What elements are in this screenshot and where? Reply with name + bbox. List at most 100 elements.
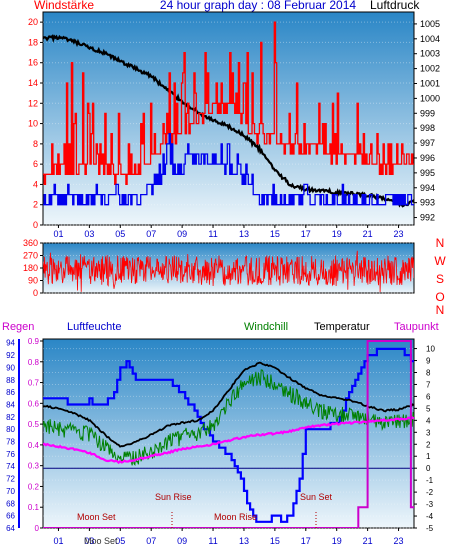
humidity-tick-label: 86 [6,388,15,397]
temperature-humidity-panel: Sun Rise Sun Set Moon Set Moon Rise 64 6 6… [6,337,435,546]
direction-tick-label: 270 [23,251,38,261]
x-tick-label: 05 [115,229,125,239]
humidity-axis: 64 66 68 70 72 74 76 78 80 82 84 86 88 90 92 94 [6,339,20,533]
temp-tick-label: 2 [426,440,431,449]
compass-letter: N [436,303,445,317]
temperature-axis: -5 -4 -3 -2 -1 0 1 2 3 4 5 6 7 8 9 10 [414,345,435,533]
temp-tick-label: 3 [426,428,431,437]
panel3-time-axis: 01 03 05 07 09 11 13 15 17 19 21 23 [53,528,404,546]
luftdruck-label: Luftdruck [370,0,420,12]
x-tick-label: 23 [394,536,404,546]
taupunkt-label: Taupunkt [394,321,439,333]
moon-set-label: Moon Set [77,512,116,522]
humidity-series [43,347,414,523]
direction-tick-label: 0 [33,288,38,298]
rain-tick-label: 0.2 [28,482,40,491]
wind-tick-label: 2 [33,200,38,210]
windchill-series [43,369,414,466]
temp-tick-label: -3 [426,500,434,509]
rain-tick-label: 0.5 [28,420,40,429]
humidity-tick-label: 68 [6,499,15,508]
x-tick-label: 23 [394,229,404,239]
temperature-series [43,361,414,448]
temp-tick-label: 4 [426,416,431,425]
compass-letter: O [435,290,444,304]
pressure-tick-label: 996 [420,153,435,163]
rain-axis: 0 0.1 0.2 0.3 0.4 0.5 0.6 0.7 0.8 0.9 [28,337,43,533]
rain-tick-label: 0.8 [28,358,40,367]
panel2-series [43,250,414,293]
rain-tick-label: 0.3 [28,462,40,471]
rain-tick-label: 0.4 [28,441,40,450]
humidity-tick-label: 72 [6,475,15,484]
pressure-tick-label: 1004 [420,34,440,44]
sun-rise-label: Sun Rise [155,492,192,502]
x-tick-label: 21 [363,536,373,546]
rain-tick-label: 0 [35,524,40,533]
humidity-tick-label: 80 [6,425,15,434]
moon-rise-label: Moon Rise [214,512,257,522]
pressure-tick-label: 994 [420,183,435,193]
chart-title: 24 hour graph day : 08 Februar 2014 [160,0,356,12]
wind-tick-label: 18 [28,37,38,47]
humidity-tick-label: 84 [6,400,15,409]
rain-tick-label: 0.6 [28,399,40,408]
panel3-background [42,338,415,529]
humidity-tick-label: 88 [6,376,15,385]
x-tick-label: 13 [239,536,249,546]
x-tick-label: 01 [53,229,63,239]
x-tick-label: 11 [208,536,217,546]
pressure-tick-label: 1001 [420,78,440,88]
temp-tick-label: -5 [426,524,434,533]
x-tick-label: 15 [270,536,280,546]
temp-tick-label: -2 [426,488,434,497]
direction-tick-label: 90 [28,276,38,286]
x-tick-label: 07 [146,536,156,546]
temp-tick-label: -1 [426,476,434,485]
panel1-series [43,21,414,208]
pressure-tick-label: 992 [420,213,435,223]
x-tick-label: 13 [239,229,249,239]
pressure-series [43,34,414,208]
wind-tick-label: 20 [28,17,38,27]
temp-tick-label: 0 [426,464,431,473]
panel3-series [43,340,414,528]
x-tick-label: 17 [301,229,311,239]
wind-tick-label: 0 [33,220,38,230]
wind-tick-label: 4 [33,179,38,189]
direction-tick-label: 180 [23,263,38,273]
windchill-label: Windchill [244,321,288,333]
humidity-tick-label: 74 [6,462,15,471]
regen-label: Regen [2,321,34,333]
wind-tick-label: 16 [28,58,38,68]
wind-tick-label: 12 [28,98,38,108]
temp-tick-label: -4 [426,512,434,521]
pressure-tick-label: 993 [420,198,435,208]
temp-tick-label: 1 [426,452,431,461]
dewpoint-series [43,416,414,465]
rain-series [43,340,414,528]
temperatur-label: Temperatur [314,321,370,333]
temp-tick-label: 9 [426,357,431,366]
pressure-tick-label: 1000 [420,93,440,103]
humidity-tick-label: 90 [6,363,15,372]
x-tick-label: 07 [146,229,156,239]
pressure-axis: 992 993 994 995 996 997 998 999 1000 1001 1002 1003… [414,19,440,223]
rain-tick-label: 0.9 [28,337,40,346]
temp-tick-label: 8 [426,368,431,377]
wind-tick-label: 14 [28,78,38,88]
pressure-tick-label: 1005 [420,19,440,29]
temp-tick-label: 10 [426,345,435,354]
humidity-tick-label: 78 [6,438,15,447]
temp-tick-label: 6 [426,392,431,401]
windstaerke-label: Windstärke [34,0,94,12]
humidity-tick-label: 64 [6,524,15,533]
x-tick-label: 03 [84,229,94,239]
wind-tick-label: 10 [28,119,38,129]
astronomy-events: Sun Rise Sun Set Moon Set Moon Rise [77,492,333,528]
x-tick-label: 09 [177,536,187,546]
sun-set-label: Sun Set [300,492,333,502]
